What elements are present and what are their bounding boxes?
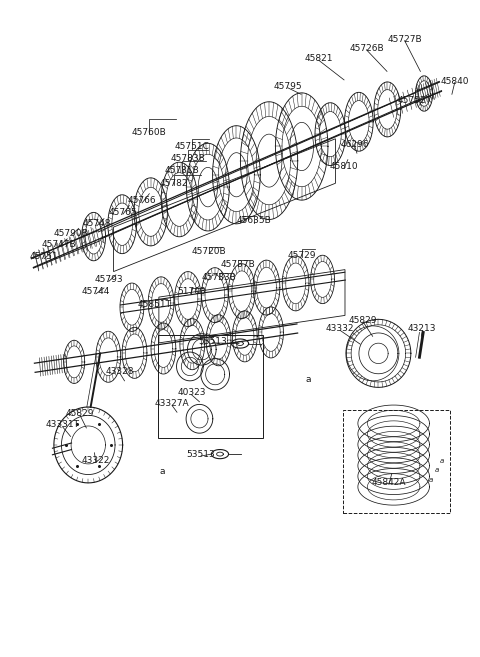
Text: 45729: 45729 — [288, 251, 316, 260]
Text: 45760B: 45760B — [132, 127, 167, 137]
Text: a: a — [429, 477, 433, 484]
Text: 45795: 45795 — [274, 82, 302, 91]
Text: 45781B: 45781B — [165, 166, 199, 175]
Text: 45727B: 45727B — [387, 35, 422, 44]
Text: 45748: 45748 — [83, 219, 111, 229]
Text: 45766: 45766 — [128, 196, 156, 206]
Text: 45783B: 45783B — [170, 154, 205, 163]
Text: 45793: 45793 — [95, 275, 123, 284]
Text: 43328: 43328 — [106, 367, 134, 376]
Text: 43331T: 43331T — [46, 420, 80, 429]
Text: a: a — [160, 466, 166, 476]
Text: 53513: 53513 — [198, 337, 227, 346]
Text: 45765: 45765 — [109, 208, 137, 217]
Text: 45851T: 45851T — [138, 300, 172, 309]
Text: 40323: 40323 — [177, 388, 205, 397]
Text: 45782: 45782 — [160, 179, 188, 188]
Text: 53513: 53513 — [187, 449, 215, 459]
Text: 45726B: 45726B — [349, 44, 384, 53]
Bar — [343, 410, 450, 513]
Text: 43327A: 43327A — [155, 399, 190, 408]
Text: a: a — [434, 468, 439, 474]
Text: 45842A: 45842A — [372, 478, 406, 487]
Text: 43332: 43332 — [326, 324, 354, 333]
Text: 45829: 45829 — [349, 316, 377, 325]
Text: 45733B: 45733B — [201, 273, 236, 282]
Text: 45821: 45821 — [304, 55, 333, 64]
Text: 45635B: 45635B — [237, 216, 272, 225]
Text: 43322: 43322 — [82, 456, 110, 465]
Text: a: a — [305, 375, 311, 384]
Text: a: a — [440, 458, 444, 464]
Text: 45752T: 45752T — [397, 97, 431, 105]
Text: 45829: 45829 — [66, 409, 95, 418]
Text: 45744: 45744 — [82, 287, 110, 296]
Text: 46296: 46296 — [340, 139, 369, 148]
Text: 45810: 45810 — [330, 162, 359, 171]
Text: 45747B: 45747B — [41, 240, 76, 249]
Text: 43213: 43213 — [408, 324, 436, 333]
Text: 45737B: 45737B — [220, 260, 255, 269]
Text: 45751: 45751 — [30, 252, 59, 261]
Text: 45751C: 45751C — [175, 142, 210, 151]
Text: 45790B: 45790B — [53, 229, 88, 238]
Text: 45840: 45840 — [441, 77, 469, 85]
Bar — [158, 335, 263, 438]
Text: 45720B: 45720B — [192, 247, 226, 256]
Text: 51703: 51703 — [177, 287, 206, 296]
